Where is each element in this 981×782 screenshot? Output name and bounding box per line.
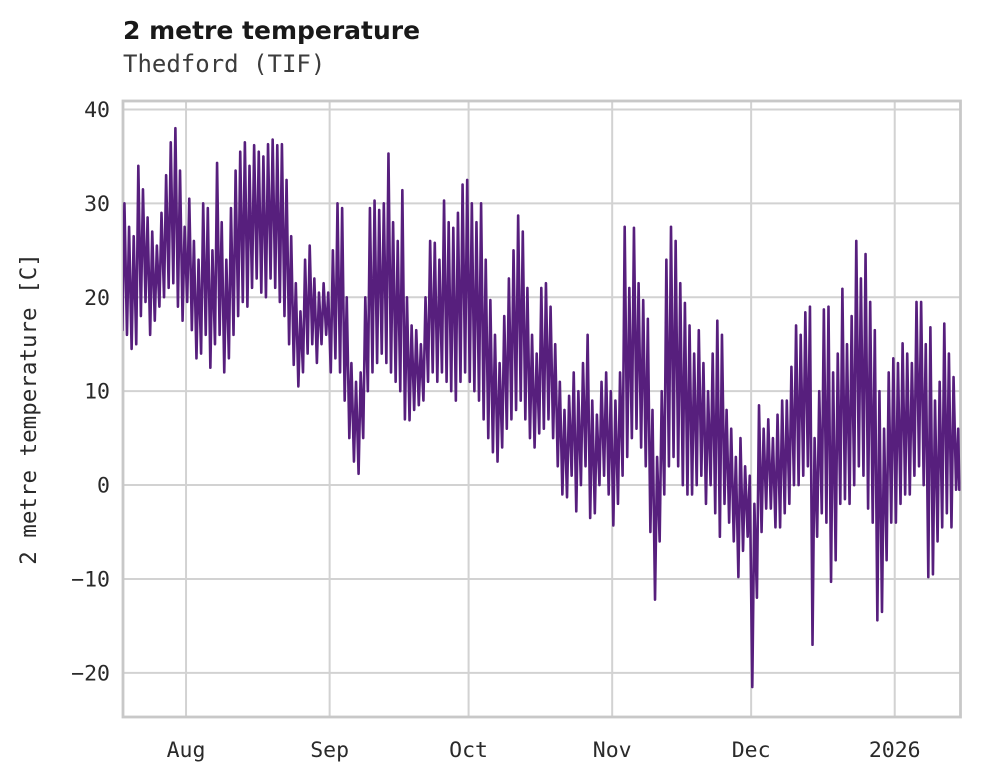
temperature-line-series	[123, 126, 961, 689]
y-tick-label: 30	[84, 192, 110, 217]
x-tick-label: Nov	[593, 738, 632, 763]
plot-border	[121, 99, 962, 719]
y-tick-label: 40	[84, 98, 110, 123]
chart-subtitle: Thedford (TIF)	[123, 50, 326, 78]
y-tick-label: −10	[71, 567, 110, 592]
x-tick-label: Aug	[167, 738, 206, 763]
y-tick-label: −20	[71, 661, 110, 686]
y-axis-label: 2 metre temperature [C]	[16, 253, 42, 565]
y-tick-label: 0	[97, 474, 110, 499]
y-tick-label: 20	[84, 286, 110, 311]
x-tick-label: 2026	[869, 738, 921, 763]
y-tick-labels: 40 30 20 10 0 −10 −20	[71, 98, 110, 686]
x-tick-label: Dec	[732, 738, 771, 763]
chart-title: 2 metre temperature	[123, 16, 421, 45]
x-tick-labels: Aug Sep Oct Nov Dec 2026	[167, 738, 921, 763]
y-tick-label: 10	[84, 380, 110, 405]
x-tick-label: Sep	[310, 738, 349, 763]
x-tick-label: Oct	[449, 738, 488, 763]
